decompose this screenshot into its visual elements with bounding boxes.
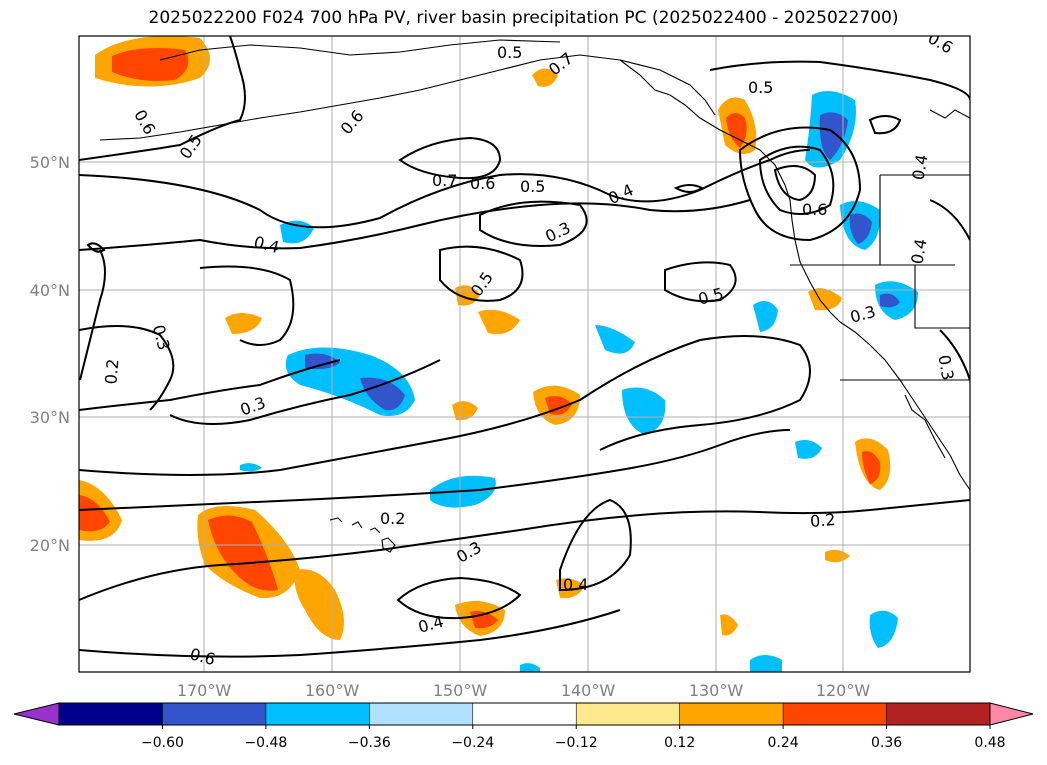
colorbar-tick-label: −0.12 bbox=[555, 735, 598, 751]
contour-label: 0.4 bbox=[907, 237, 930, 265]
precip-blob bbox=[825, 549, 850, 563]
colorbar-swatch bbox=[472, 702, 578, 726]
contour-label: 0.5 bbox=[520, 177, 545, 196]
contour-label: 0.6 bbox=[802, 200, 827, 219]
colorbar-tick-label: −0.24 bbox=[451, 735, 494, 751]
contour-label: 0.2 bbox=[380, 509, 405, 528]
lat-label: 20°N bbox=[30, 536, 70, 555]
lon-label: 150°W bbox=[433, 681, 488, 700]
precip-blob bbox=[225, 313, 262, 334]
contour-label: 0.4 bbox=[908, 153, 931, 181]
colorbar-tick-label: 0.48 bbox=[974, 735, 1005, 751]
colorbar-swatch bbox=[369, 702, 474, 726]
contour-label: 0.5 bbox=[748, 78, 773, 97]
lon-label: 170°W bbox=[177, 681, 232, 700]
precip-blob bbox=[478, 309, 520, 335]
colorbar-extend-left bbox=[14, 703, 59, 725]
colorbar-tick-label: −0.36 bbox=[348, 735, 391, 751]
contour-label: 0.7 bbox=[432, 171, 457, 190]
contour-label: 0.3 bbox=[934, 353, 957, 381]
contour-label: 0.5 bbox=[497, 43, 522, 62]
precip-blob bbox=[360, 377, 405, 411]
precip-blob bbox=[595, 325, 635, 354]
precip-blob bbox=[880, 293, 900, 308]
map-frame bbox=[78, 35, 971, 673]
lat-label: 50°N bbox=[30, 153, 70, 172]
colorbar-swatch bbox=[575, 702, 681, 726]
coastlines bbox=[99, 39, 970, 553]
precip-blob bbox=[819, 112, 848, 160]
colorbar-swatch bbox=[679, 702, 784, 726]
colorbar: −0.60 −0.48 −0.36 −0.24 −0.12 0.12 0.24 0.36 0.4… bbox=[13, 702, 1034, 751]
contour-label: 0.4 bbox=[563, 575, 588, 594]
precip-blob bbox=[532, 68, 558, 87]
colorbar-tick-label: 0.36 bbox=[871, 735, 902, 751]
precip-blob bbox=[753, 301, 778, 332]
precip-blob bbox=[869, 610, 898, 648]
map-panel: 0.5 0.7 0.5 0.6 0.6 0.5 0.7 0.6 0.5 0.4 … bbox=[78, 35, 971, 673]
colorbar-swatch bbox=[886, 702, 991, 726]
colorbar-swatch bbox=[265, 702, 371, 726]
precip-blob bbox=[520, 663, 540, 672]
colorbar-tick-label: −0.60 bbox=[141, 735, 184, 751]
lon-label: 120°W bbox=[816, 681, 871, 700]
map-title: 2025022200 F024 700 hPa PV, river basin … bbox=[148, 8, 899, 28]
lon-label: 140°W bbox=[561, 681, 616, 700]
lon-label: 130°W bbox=[689, 681, 744, 700]
precip-blob bbox=[112, 48, 189, 81]
latitude-axis: 50°N 40°N 30°N 20°N bbox=[30, 153, 70, 555]
colorbar-swatch bbox=[782, 702, 888, 726]
precip-blob bbox=[862, 451, 881, 484]
colorbar-tick-label: 0.12 bbox=[664, 735, 695, 751]
precip-blob bbox=[726, 113, 747, 148]
precip-blob bbox=[750, 655, 782, 672]
contour-label: 0.2 bbox=[101, 358, 122, 385]
precip-blob bbox=[795, 440, 822, 459]
lat-label: 40°N bbox=[30, 281, 70, 300]
lon-label: 160°W bbox=[305, 681, 360, 700]
contour-label: 0.6 bbox=[470, 174, 495, 193]
precip-blob bbox=[305, 353, 340, 370]
colorbar-swatch bbox=[58, 702, 164, 726]
precip-blob bbox=[452, 401, 478, 421]
pv-contours bbox=[79, 36, 970, 658]
precip-blob bbox=[622, 387, 666, 435]
lat-label: 30°N bbox=[30, 408, 70, 427]
contour-label: 0.2 bbox=[809, 510, 836, 531]
colorbar-swatch bbox=[162, 702, 267, 726]
colorbar-extend-right bbox=[990, 703, 1033, 725]
precip-blob bbox=[556, 578, 585, 599]
colorbar-tick-label: 0.24 bbox=[768, 735, 799, 751]
precip-blob bbox=[79, 495, 110, 532]
precip-blob bbox=[240, 463, 262, 472]
precip-blob bbox=[849, 213, 872, 244]
precip-blob bbox=[720, 614, 738, 636]
colorbar-tick-label: −0.48 bbox=[244, 735, 287, 751]
precip-blob bbox=[208, 515, 278, 591]
longitude-axis: 170°W 160°W 150°W 140°W 130°W 120°W bbox=[177, 681, 871, 700]
